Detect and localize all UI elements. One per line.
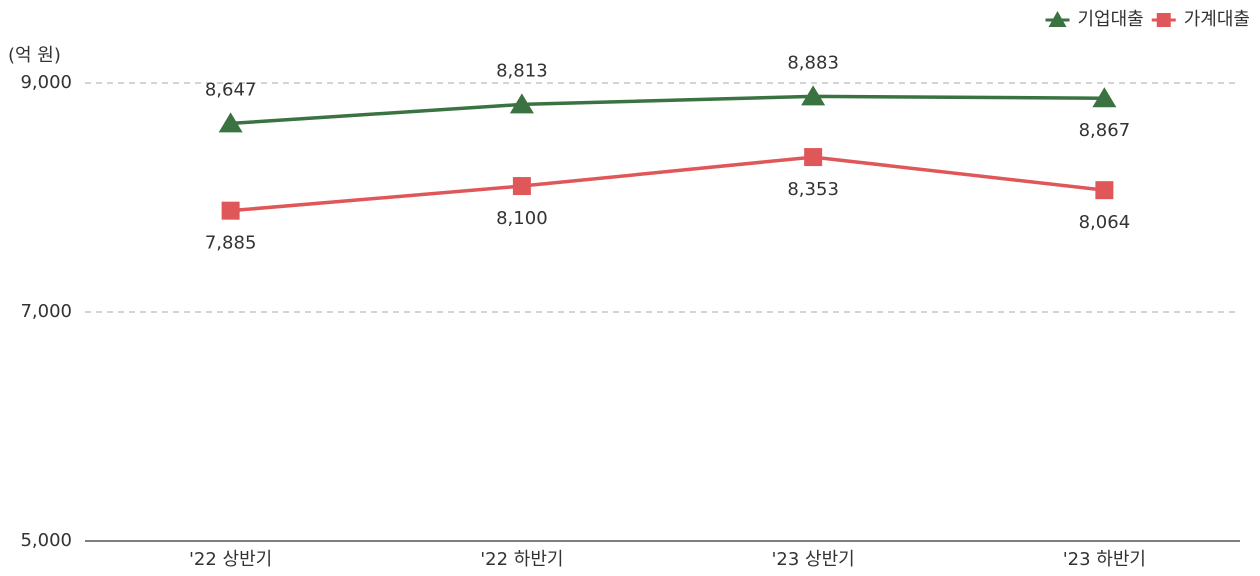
y-tick-label: 9,000 bbox=[20, 72, 72, 93]
x-tick-label: '23 상반기 bbox=[771, 549, 854, 570]
y-tick-label: 5,000 bbox=[20, 530, 72, 551]
x-tick-label: '22 상반기 bbox=[189, 549, 272, 570]
data-label: 8,064 bbox=[1079, 212, 1131, 233]
y-tick-label: 7,000 bbox=[20, 301, 72, 322]
marker bbox=[512, 177, 531, 196]
marker bbox=[804, 148, 823, 167]
legend-label: 가계대출 bbox=[1184, 9, 1250, 30]
data-label: 8,883 bbox=[787, 52, 839, 73]
y-axis-label: (억 원) bbox=[8, 45, 61, 66]
legend-label: 기업대출 bbox=[1078, 9, 1144, 30]
marker bbox=[1095, 181, 1114, 200]
marker bbox=[509, 93, 534, 114]
x-tick-label: '23 하반기 bbox=[1063, 549, 1146, 570]
line bbox=[230, 155, 1105, 213]
data-label: 7,885 bbox=[205, 233, 257, 254]
data-label: 8,100 bbox=[496, 208, 548, 229]
data-label: 8,867 bbox=[1079, 120, 1131, 141]
line bbox=[230, 94, 1105, 126]
data-label: 8,813 bbox=[496, 60, 548, 81]
marker bbox=[221, 201, 240, 220]
data-label: 8,647 bbox=[205, 79, 257, 100]
x-tick-label: '22 하반기 bbox=[480, 549, 563, 570]
marker bbox=[218, 112, 243, 133]
legend-marker bbox=[1156, 13, 1171, 27]
data-label: 8,353 bbox=[787, 179, 839, 200]
marker bbox=[1092, 87, 1117, 108]
legend-marker bbox=[1048, 11, 1067, 27]
marker bbox=[801, 85, 826, 106]
